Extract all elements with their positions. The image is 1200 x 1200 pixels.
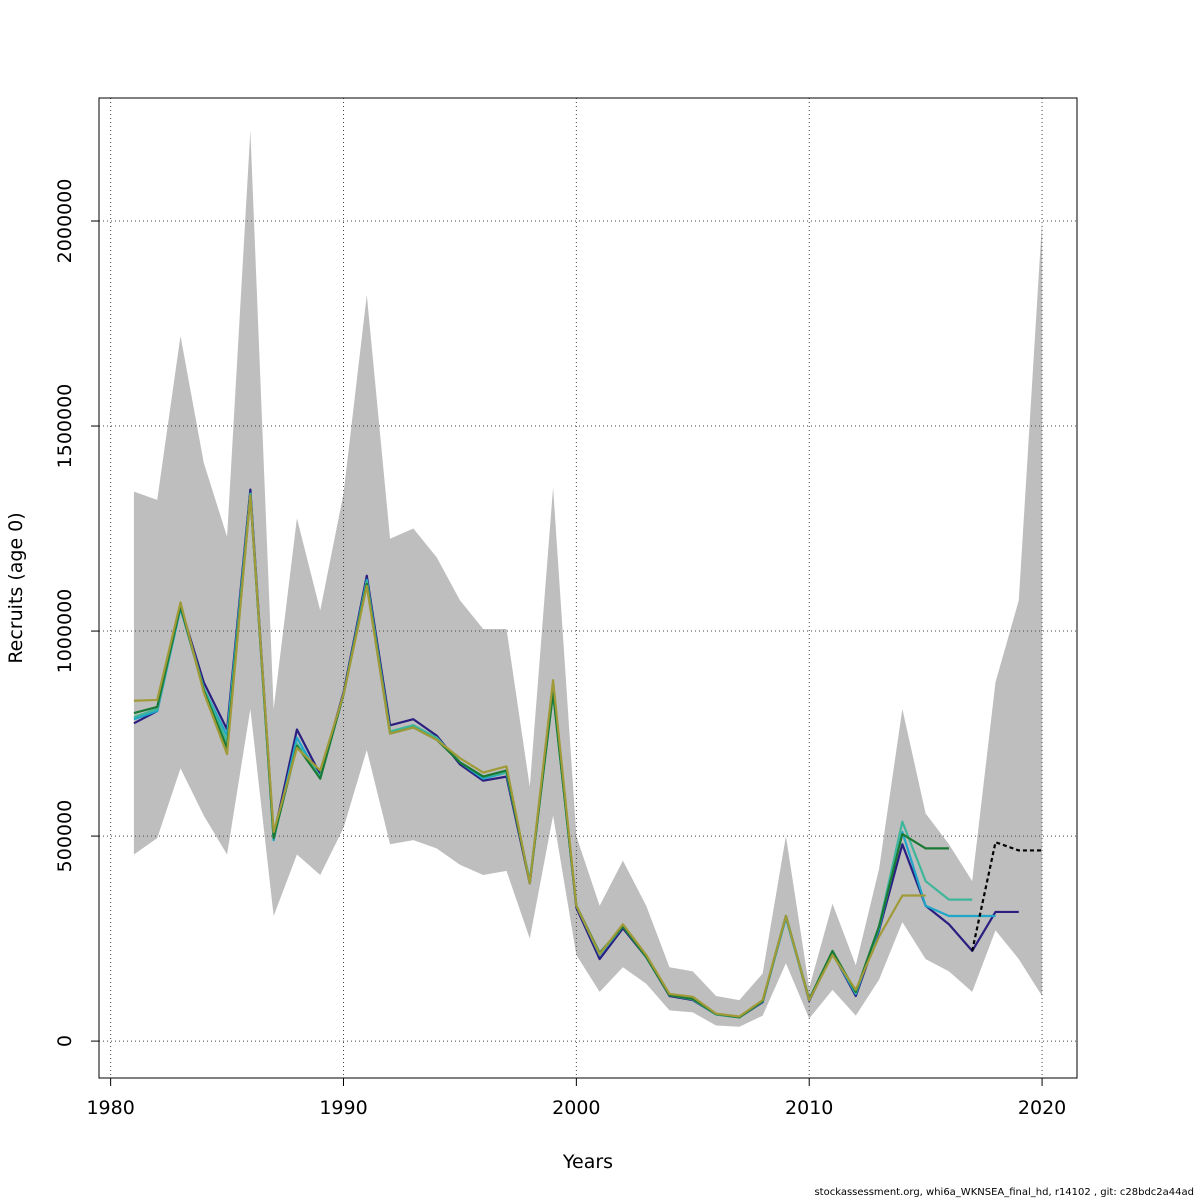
x-tick-label: 2000 — [552, 1097, 600, 1119]
series-line-6 — [971, 841, 1043, 952]
x-tick-label: 2020 — [1018, 1097, 1066, 1119]
x-tick-label: 1990 — [319, 1097, 367, 1119]
plot-frame — [98, 97, 1078, 1079]
x-axis-title: Years — [562, 1151, 613, 1173]
y-tick-label: 0 — [54, 1035, 76, 1047]
series-layer — [133, 488, 1043, 1019]
confidence-band — [133, 130, 1043, 1027]
y-tick-label: 2000000 — [54, 179, 76, 264]
axis-layer: 1980 1990 2000 2010 2020 0 500000 1000000 150000… — [54, 179, 1066, 1119]
y-tick-label: 1500000 — [54, 384, 76, 469]
grid-layer — [99, 98, 1077, 1078]
y-axis-title: Recruits (age 0) — [5, 512, 27, 663]
x-tick-label: 1980 — [86, 1097, 134, 1119]
y-tick-label: 1000000 — [54, 589, 76, 674]
y-tick-label: 500000 — [54, 800, 76, 873]
footer-caption: stockassessment.org, whi6a_WKNSEA_final_… — [814, 1187, 1194, 1198]
x-tick-label: 2010 — [785, 1097, 833, 1119]
series-line-5 — [133, 494, 926, 1018]
confidence-band-layer — [133, 130, 1043, 1027]
